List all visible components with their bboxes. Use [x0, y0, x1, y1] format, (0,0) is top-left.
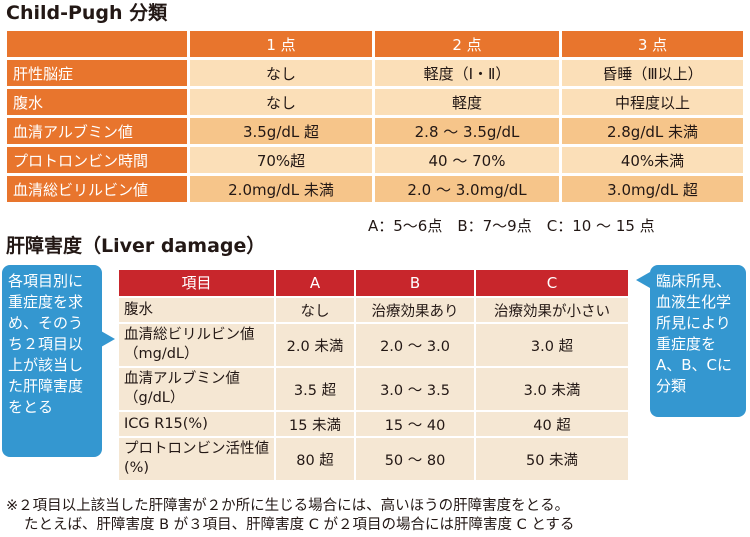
row-label: 血清アルブミン値（g/dL） [119, 368, 274, 410]
cell: 40%未満 [562, 147, 743, 173]
liver-damage-title: 肝障害度（Liver damage） [6, 235, 266, 257]
callout-right-pointer [636, 272, 650, 288]
cell: 2.0 ～ 3.0mg/dL [375, 176, 559, 202]
row-label: 腹水 [119, 298, 274, 322]
cell: なし [190, 60, 372, 86]
callout-left-pointer [101, 331, 115, 347]
cell: 治療効果が小さい [476, 298, 628, 322]
row-label: 血清アルブミン値 [7, 118, 187, 144]
cell: 15 未満 [276, 412, 354, 436]
footnote-line-2: たとえば、肝障害度 B が３項目、肝障害度 C が２項目の場合には肝障害度 C … [24, 517, 575, 533]
cell: 3.0 未満 [476, 368, 628, 410]
cell: 昏睡（Ⅲ以上） [562, 60, 743, 86]
table-row: プロトロンビン時間 70%超 40 ～ 70% 40%未満 [7, 147, 743, 173]
header-corner [7, 31, 187, 57]
cell: 軽度（Ⅰ・Ⅱ） [375, 60, 559, 86]
row-label: 肝性脳症 [7, 60, 187, 86]
row-label: 血清総ビリルビン値 [7, 176, 187, 202]
cell: 70%超 [190, 147, 372, 173]
table-row: 血清総ビリルビン値 2.0mg/dL 未満 2.0 ～ 3.0mg/dL 3.0… [7, 176, 743, 202]
row-label: プロトロンビン活性値(%) [119, 438, 274, 480]
cell: 3.5 超 [276, 368, 354, 410]
cell: 2.0mg/dL 未満 [190, 176, 372, 202]
cell: 50 未満 [476, 438, 628, 480]
header-2pt: 2 点 [375, 31, 559, 57]
cell: なし [276, 298, 354, 322]
cell: 50 ～ 80 [356, 438, 474, 480]
callout-left: 各項目別に重症度を求め、そのうち２項目以上が該当した肝障害度をとる [2, 265, 102, 457]
header-1pt: 1 点 [190, 31, 372, 57]
child-pugh-table: 1 点 2 点 3 点 肝性脳症 なし 軽度（Ⅰ・Ⅱ） 昏睡（Ⅲ以上） 腹水 な… [4, 28, 746, 205]
cell: 40 超 [476, 412, 628, 436]
cell: 3.5g/dL 超 [190, 118, 372, 144]
cell: 80 超 [276, 438, 354, 480]
header-a: A [276, 270, 354, 296]
header-c: C [476, 270, 628, 296]
header-item: 項目 [119, 270, 274, 296]
footnote: ※２項目以上該当した肝障害が２か所に生じる場合には、高いほうの肝障害度をとる。 … [6, 497, 574, 535]
cell: 40 ～ 70% [375, 147, 559, 173]
footnote-line-1: ※２項目以上該当した肝障害が２か所に生じる場合には、高いほうの肝障害度をとる。 [6, 498, 570, 514]
cell: なし [190, 89, 372, 115]
cell: 2.8 ～ 3.5g/dL [375, 118, 559, 144]
header-3pt: 3 点 [562, 31, 743, 57]
callout-right: 臨床所見、血液生化学所見により重症度をA、B、Cに分類 [650, 265, 746, 417]
table-row: ICG R15(%) 15 未満 15 ～ 40 40 超 [119, 412, 628, 436]
cell: 中程度以上 [562, 89, 743, 115]
table-row: 腹水 なし 治療効果あり 治療効果が小さい [119, 298, 628, 322]
row-label: ICG R15(%) [119, 412, 274, 436]
cell: 3.0 ～ 3.5 [356, 368, 474, 410]
cell: 2.0 未満 [276, 324, 354, 366]
score-scale: A：5～6点 B：7～9点 C：10 ～ 15 点 [368, 217, 655, 235]
table-row: プロトロンビン活性値(%) 80 超 50 ～ 80 50 未満 [119, 438, 628, 480]
liver-damage-table: 項目 A B C 腹水 なし 治療効果あり 治療効果が小さい 血清総ビリルビン値… [117, 268, 630, 482]
header-b: B [356, 270, 474, 296]
table-row: 血清アルブミン値（g/dL） 3.5 超 3.0 ～ 3.5 3.0 未満 [119, 368, 628, 410]
table-row: 肝性脳症 なし 軽度（Ⅰ・Ⅱ） 昏睡（Ⅲ以上） [7, 60, 743, 86]
table-row: 腹水 なし 軽度 中程度以上 [7, 89, 743, 115]
cell: 3.0 超 [476, 324, 628, 366]
cell: 2.8g/dL 未満 [562, 118, 743, 144]
cell: 15 ～ 40 [356, 412, 474, 436]
row-label: 腹水 [7, 89, 187, 115]
table-row: 血清アルブミン値 3.5g/dL 超 2.8 ～ 3.5g/dL 2.8g/dL… [7, 118, 743, 144]
cell: 2.0 ～ 3.0 [356, 324, 474, 366]
row-label: プロトロンビン時間 [7, 147, 187, 173]
row-label: 血清総ビリルビン値（mg/dL） [119, 324, 274, 366]
cell: 3.0mg/dL 超 [562, 176, 743, 202]
cell: 治療効果あり [356, 298, 474, 322]
table-row: 血清総ビリルビン値（mg/dL） 2.0 未満 2.0 ～ 3.0 3.0 超 [119, 324, 628, 366]
cell: 軽度 [375, 89, 559, 115]
child-pugh-title: Child-Pugh 分類 [6, 2, 168, 24]
